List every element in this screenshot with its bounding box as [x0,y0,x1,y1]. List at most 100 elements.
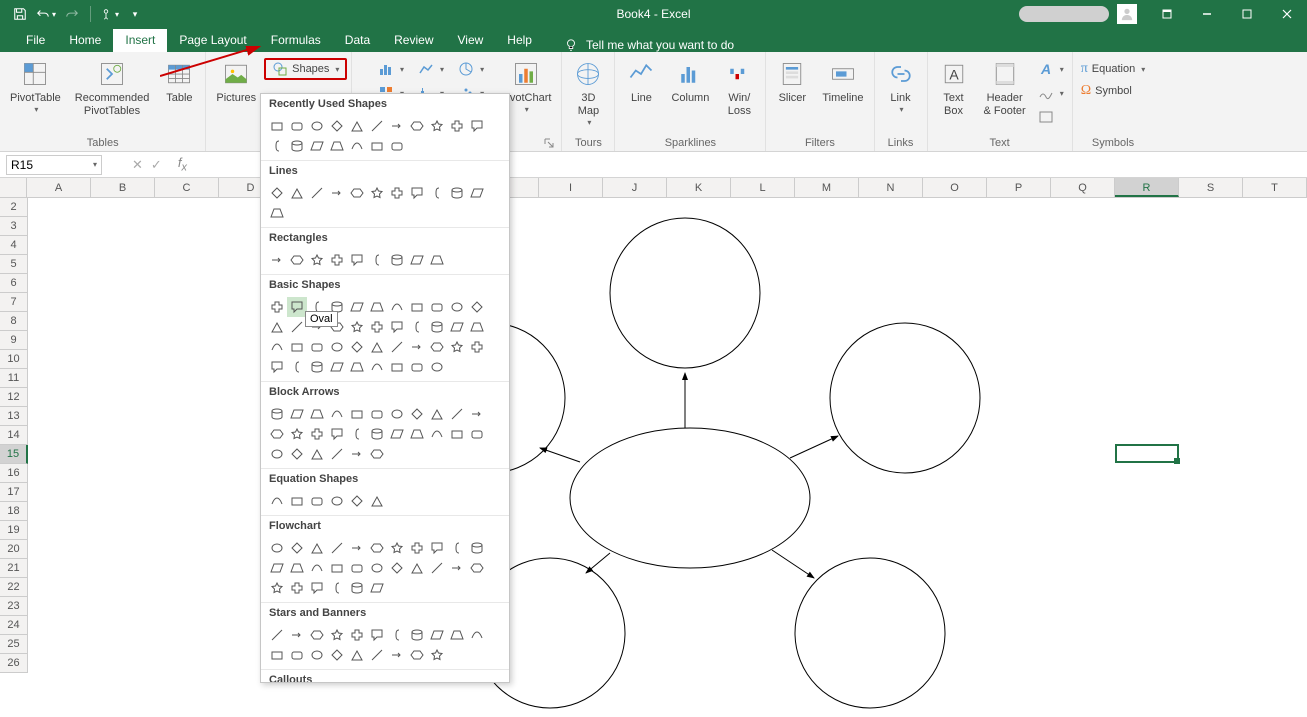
row-header[interactable]: 9 [0,331,28,350]
name-box[interactable]: R15▾ [6,155,102,175]
shape-option[interactable] [267,578,287,598]
row-header[interactable]: 4 [0,236,28,255]
shape-option[interactable] [307,183,327,203]
row-header[interactable]: 7 [0,293,28,312]
shape-option[interactable] [387,250,407,270]
shape-option[interactable] [287,183,307,203]
object-button[interactable] [1034,106,1068,128]
user-name-pill[interactable] [1019,6,1109,22]
shape-option[interactable] [447,538,467,558]
shape-option[interactable] [287,538,307,558]
shape-option[interactable] [267,645,287,665]
column-header[interactable]: R [1115,178,1179,197]
shape-option[interactable] [267,625,287,645]
tab-page-layout[interactable]: Page Layout [167,29,258,52]
shape-option[interactable] [407,424,427,444]
shape-option[interactable] [267,444,287,464]
shape-option[interactable] [347,250,367,270]
3d-map-button[interactable]: 3D Map▾ [566,54,610,128]
close-button[interactable] [1267,0,1307,28]
shape-option[interactable] [327,645,347,665]
row-header[interactable]: 14 [0,426,28,445]
shape-option[interactable] [287,625,307,645]
shape-option[interactable] [467,404,487,424]
touch-mode-button[interactable]: ▾ [97,2,121,26]
shape-option[interactable] [287,337,307,357]
ribbon-display-button[interactable] [1147,0,1187,28]
qat-customize-button[interactable]: ▾ [123,2,147,26]
wordart-button[interactable]: A▾ [1034,58,1068,80]
shape-option[interactable]: Oval [287,297,307,317]
shape-option[interactable] [347,538,367,558]
shape-option[interactable] [327,578,347,598]
recommended-pivottables-button[interactable]: Recommended PivotTables [69,54,156,118]
shape-option[interactable] [427,297,447,317]
signature-button[interactable]: ▾ [1034,82,1068,104]
column-header[interactable]: K [667,178,731,197]
shape-option[interactable] [447,116,467,136]
shape-option[interactable] [447,317,467,337]
tab-home[interactable]: Home [57,29,113,52]
shape-option[interactable] [327,404,347,424]
shape-option[interactable] [407,297,427,317]
column-header[interactable]: N [859,178,923,197]
column-header[interactable]: B [91,178,155,197]
shape-option[interactable] [347,337,367,357]
shape-option[interactable] [367,183,387,203]
shape-option[interactable] [367,491,387,511]
shape-option[interactable] [287,404,307,424]
shape-option[interactable] [347,444,367,464]
tab-view[interactable]: View [446,29,496,52]
shape-option[interactable] [267,116,287,136]
user-avatar[interactable] [1117,4,1137,24]
shape-option[interactable] [347,116,367,136]
shape-option[interactable] [327,357,347,377]
enter-formula-icon[interactable]: ✓ [151,157,162,173]
row-header[interactable]: 2 [0,198,28,217]
shape-option[interactable] [307,136,327,156]
shape-option[interactable] [287,491,307,511]
shape-option[interactable] [367,424,387,444]
row-header[interactable]: 16 [0,464,28,483]
shape-option[interactable] [307,404,327,424]
symbol-button[interactable]: ΩSymbol [1077,80,1150,102]
shape-option[interactable] [347,645,367,665]
column-header[interactable]: M [795,178,859,197]
shape-option[interactable] [367,645,387,665]
row-header[interactable]: 13 [0,407,28,426]
shape-option[interactable] [347,558,367,578]
shape-option[interactable] [327,538,347,558]
shape-option[interactable] [347,317,367,337]
shape-option[interactable] [407,317,427,337]
timeline-button[interactable]: Timeline [816,54,869,105]
shape-option[interactable] [367,317,387,337]
shape-option[interactable] [347,404,367,424]
undo-button[interactable]: ▾ [34,2,58,26]
link-button[interactable]: Link▾ [879,54,923,115]
shape-option[interactable] [367,357,387,377]
shape-option[interactable] [407,116,427,136]
column-header[interactable]: A [27,178,91,197]
shape-option[interactable] [267,250,287,270]
shape-option[interactable] [287,250,307,270]
shape-option[interactable] [327,625,347,645]
shape-option[interactable] [267,491,287,511]
row-header[interactable]: 5 [0,255,28,274]
shape-option[interactable] [287,424,307,444]
shape-option[interactable] [267,404,287,424]
shape-option[interactable] [327,558,347,578]
shape-option[interactable] [387,317,407,337]
shape-option[interactable] [407,538,427,558]
minimize-button[interactable] [1187,0,1227,28]
shape-option[interactable] [387,538,407,558]
column-header[interactable]: S [1179,178,1243,197]
shape-option[interactable] [387,404,407,424]
shape-option[interactable] [327,136,347,156]
shape-option[interactable] [467,317,487,337]
shape-option[interactable] [387,625,407,645]
shape-option[interactable] [307,558,327,578]
shape-option[interactable] [307,444,327,464]
pivottable-button[interactable]: PivotTable▾ [4,54,67,115]
shape-option[interactable] [427,424,447,444]
shape-option[interactable] [387,424,407,444]
